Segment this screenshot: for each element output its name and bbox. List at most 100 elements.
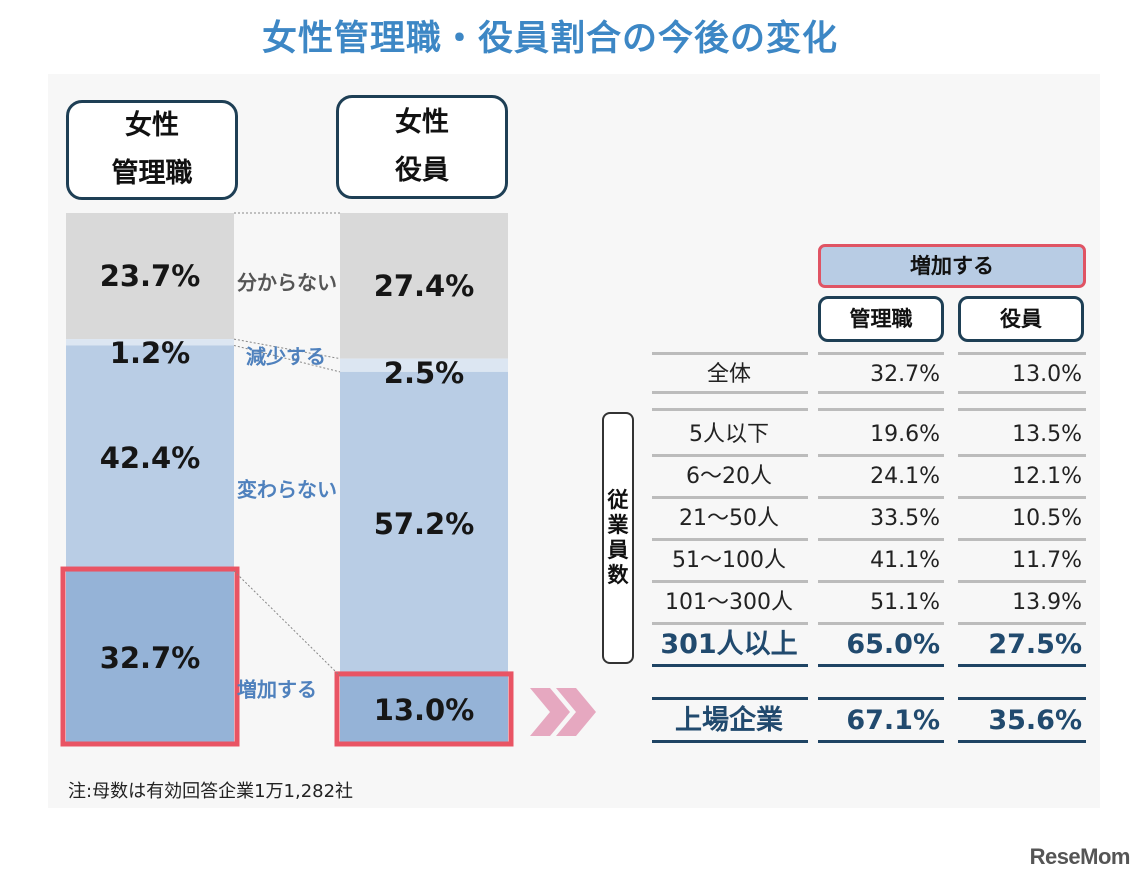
table-rule xyxy=(652,454,808,457)
table-rule xyxy=(652,352,808,355)
bar-segment xyxy=(340,213,508,359)
table-rule xyxy=(652,697,808,700)
mgmt-header: 女性 管理職 xyxy=(66,100,238,200)
table-row: 11.7% xyxy=(1012,548,1082,573)
table-group-header: 増加する xyxy=(818,244,1086,288)
resemom-logo: ReseMom xyxy=(1029,844,1131,869)
table-rule xyxy=(818,538,944,541)
table-row: 19.6% xyxy=(870,422,940,447)
table-row-total: 13.0% xyxy=(1012,362,1082,387)
highlight-frame xyxy=(334,671,514,747)
table-rule xyxy=(652,664,808,667)
table-rule xyxy=(818,408,944,411)
bar-value-label: 1.2% xyxy=(109,336,191,371)
table-rule xyxy=(652,622,808,625)
table-row: 12.1% xyxy=(1012,464,1082,489)
table-rule xyxy=(958,538,1086,541)
table-rule xyxy=(958,622,1086,625)
exec-header-line1: 女性 xyxy=(395,107,449,138)
connector-line xyxy=(233,570,341,677)
table-rule xyxy=(818,740,944,743)
category-label: 増加する xyxy=(237,677,317,702)
table-rule xyxy=(652,391,808,394)
table-rule xyxy=(818,352,944,355)
table-rule xyxy=(958,408,1086,411)
bar-segment xyxy=(66,345,234,572)
table-rule xyxy=(652,496,808,499)
table-row: 21～50人 xyxy=(679,506,779,531)
table-rule xyxy=(958,664,1086,667)
bar-segment xyxy=(66,213,234,340)
exec-header: 女性 役員 xyxy=(336,95,508,199)
table-row-highlight: 65.0% xyxy=(846,629,940,660)
table-row-listed: 67.1% xyxy=(846,705,940,736)
table-row-highlight: 301人以上 xyxy=(660,629,798,660)
bar-segment xyxy=(340,358,508,372)
side-char: 従 xyxy=(607,488,629,512)
side-char: 員 xyxy=(607,538,629,562)
side-char: 業 xyxy=(607,513,629,537)
table-row-total: 全体 xyxy=(706,362,751,387)
table-rule xyxy=(958,391,1086,394)
mgmt-header-line1: 女性 xyxy=(125,110,179,141)
table-row-listed: 上場企業 xyxy=(675,705,783,736)
category-label: 変わらない xyxy=(237,477,337,502)
employee-count-label: 従 業 員 数 xyxy=(602,412,634,664)
table-row: 101～300人 xyxy=(665,590,793,615)
table-row-listed: 35.6% xyxy=(988,705,1082,736)
page-title: 女性管理職・役員割合の今後の変化 xyxy=(261,19,838,59)
table-row: 51.1% xyxy=(870,590,940,615)
table-row: 13.9% xyxy=(1012,590,1082,615)
highlight-frame xyxy=(60,566,240,747)
table-rule xyxy=(958,697,1086,700)
stacked-bar-chart xyxy=(60,212,514,747)
table-row: 41.1% xyxy=(870,548,940,573)
table-rule xyxy=(818,580,944,583)
exec-header-line2: 役員 xyxy=(395,155,449,186)
bar-value-label: 23.7% xyxy=(99,259,201,294)
connector-line xyxy=(233,338,341,360)
table-rule xyxy=(652,740,808,743)
bar-value-label: 57.2% xyxy=(373,506,475,541)
table-row: 5人以下 xyxy=(689,422,769,447)
bar-segment xyxy=(66,571,234,745)
category-label: 分からない xyxy=(237,270,337,295)
bar-segment xyxy=(66,339,234,346)
table-rule xyxy=(958,496,1086,499)
mgmt-header-line2: 管理職 xyxy=(111,158,193,189)
bar-segment xyxy=(340,675,508,745)
table-rule xyxy=(652,408,808,411)
bar-segment xyxy=(340,371,508,676)
bar-value-label: 42.4% xyxy=(99,441,201,476)
table-row: 24.1% xyxy=(870,464,940,489)
bar-value-label: 2.5% xyxy=(383,355,465,390)
table-row-highlight: 27.5% xyxy=(988,629,1082,660)
bar-value-label: 13.0% xyxy=(373,693,475,728)
table-rule xyxy=(818,697,944,700)
bar-value-label: 32.7% xyxy=(99,641,201,676)
category-label: 減少する xyxy=(246,344,326,369)
table-rule xyxy=(818,391,944,394)
table-rule xyxy=(958,580,1086,583)
table-rule xyxy=(958,740,1086,743)
table-rule xyxy=(818,664,944,667)
table-col-exec: 役員 xyxy=(958,296,1084,342)
table-row: 33.5% xyxy=(870,506,940,531)
table-row: 51～100人 xyxy=(672,548,786,573)
bar-value-label: 27.4% xyxy=(373,268,475,303)
table-rule xyxy=(652,580,808,583)
table-rule xyxy=(958,352,1086,355)
footnote: 注:母数は有効回答企業1万1,282社 xyxy=(68,781,354,802)
table-row: 6～20人 xyxy=(686,464,772,489)
side-char: 数 xyxy=(607,563,629,587)
table-rule xyxy=(818,496,944,499)
table-row-total: 32.7% xyxy=(870,362,940,387)
double-chevron-arrow-icon xyxy=(530,688,596,736)
table-rule xyxy=(652,538,808,541)
table-rule xyxy=(818,454,944,457)
table-rule xyxy=(818,622,944,625)
table-col-mgmt: 管理職 xyxy=(818,296,944,342)
table-row: 13.5% xyxy=(1012,422,1082,447)
table-row: 10.5% xyxy=(1012,506,1082,531)
table-rule xyxy=(958,454,1086,457)
